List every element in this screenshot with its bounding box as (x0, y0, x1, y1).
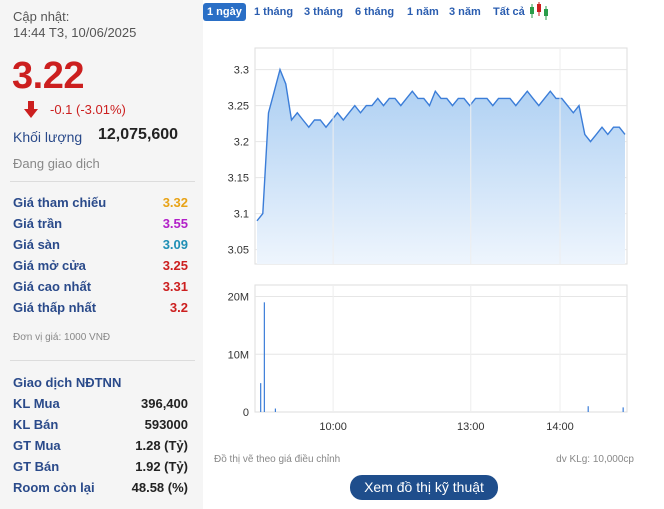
volume-plot-frame (254, 284, 628, 413)
price-tick-label: 3.2 (234, 137, 249, 149)
candlestick-icon[interactable] (529, 2, 551, 20)
tab-1-day[interactable]: 1 ngày (203, 3, 246, 21)
time-tick-label: 10:00 (319, 421, 347, 433)
current-price: 3.22 (12, 55, 84, 97)
foreign-trading-title: Giao dịch NĐTNN (13, 375, 122, 390)
row-label: KL Mua (13, 396, 60, 411)
foreign-row-sell-volume: KL Bán 593000 (13, 417, 188, 435)
tab-1-month[interactable]: 1 tháng (254, 6, 294, 18)
price-area-chart: 3.3 3.25 3.2 3.15 3.1 3.05 (228, 47, 628, 265)
price-row-open: Giá mở cửa 3.25 (13, 258, 188, 276)
foreign-row-buy-value: GT Mua 1.28 (Tỷ) (13, 438, 188, 456)
tab-1-year[interactable]: 1 năm (407, 6, 439, 18)
volume-unit-note: dv KLg: 10,000cp (556, 454, 634, 465)
row-value: 48.58 (%) (131, 480, 188, 495)
foreign-row-room: Room còn lại 48.58 (%) (13, 480, 188, 498)
row-value: 3.55 (162, 216, 188, 231)
price-row-ceiling: Giá trần 3.55 (13, 216, 188, 234)
unit-note: Đơn vị giá: 1000 VNĐ (13, 332, 111, 343)
volume-label: Khối lượng (13, 129, 83, 145)
volume-chart: 20M 10M 0 (228, 284, 628, 419)
row-label: KL Bán (13, 417, 59, 432)
price-tick-label: 3.25 (228, 101, 249, 113)
price-row-floor: Giá sàn 3.09 (13, 237, 188, 255)
trading-status: Đang giao dịch (13, 156, 100, 171)
intraday-chart: 3.3 3.25 3.2 3.15 3.1 3.05 20M 10M 0 10:00 13:00… (228, 47, 628, 433)
arrow-down-icon (24, 101, 38, 118)
row-value: 1.92 (Tỷ) (135, 459, 188, 474)
row-value: 3.31 (162, 279, 188, 294)
row-label: Giá tham chiếu (13, 195, 107, 210)
price-row-low: Giá thấp nhất 3.2 (13, 300, 188, 318)
row-value: 3.32 (162, 195, 188, 210)
price-tick-label: 3.05 (228, 245, 249, 257)
row-value: 396,400 (141, 396, 188, 411)
price-tick-label: 3.1 (234, 209, 249, 221)
volume-tick-label: 10M (228, 349, 249, 361)
tab-3-years[interactable]: 3 năm (449, 6, 481, 18)
row-label: GT Mua (13, 438, 61, 453)
row-value: 3.09 (162, 237, 188, 252)
price-tick-label: 3.15 (228, 173, 249, 185)
foreign-row-sell-value: GT Bán 1.92 (Tỷ) (13, 459, 188, 477)
adjusted-price-note: Đồ thị vẽ theo giá điều chỉnh (214, 454, 341, 465)
volume-value: 12,075,600 (98, 126, 179, 143)
row-label: Room còn lại (13, 480, 95, 495)
divider (10, 360, 195, 361)
tab-all[interactable]: Tất cả (493, 6, 525, 18)
foreign-row-buy-volume: KL Mua 396,400 (13, 396, 188, 414)
row-label: Giá sàn (13, 237, 60, 252)
time-axis: 10:00 13:00 14:00 (319, 48, 574, 433)
price-tick-label: 3.3 (234, 65, 249, 77)
row-value: 593000 (144, 417, 188, 432)
updated-time: 14:44 T3, 10/06/2025 (13, 25, 137, 40)
divider (10, 181, 195, 182)
volume-tick-label: 0 (243, 407, 249, 419)
row-label: GT Bán (13, 459, 60, 474)
updated-label: Cập nhật: (13, 9, 70, 24)
time-tick-label: 13:00 (457, 421, 485, 433)
row-label: Giá mở cửa (13, 258, 86, 273)
row-value: 1.28 (Tỷ) (135, 438, 188, 453)
row-value: 3.25 (162, 258, 188, 273)
price-line (256, 67, 626, 222)
volume-tick-label: 20M (228, 292, 249, 304)
price-row-high: Giá cao nhất 3.31 (13, 279, 188, 297)
row-label: Giá cao nhất (13, 279, 92, 294)
price-change: -0.1 (-3.01%) (50, 102, 126, 117)
tab-3-months[interactable]: 3 tháng (304, 6, 344, 18)
time-tick-label: 14:00 (546, 421, 574, 433)
tab-6-months[interactable]: 6 tháng (355, 6, 395, 18)
quote-panel: Cập nhật: 14:44 T3, 10/06/2025 3.22 -0.1… (0, 0, 203, 509)
price-area-fill (257, 69, 625, 264)
price-row-reference: Giá tham chiếu 3.32 (13, 195, 188, 213)
row-label: Giá thấp nhất (13, 300, 97, 315)
row-label: Giá trần (13, 216, 63, 231)
technical-chart-button[interactable]: Xem đồ thị kỹ thuật (350, 475, 498, 500)
row-value: 3.2 (169, 300, 188, 315)
